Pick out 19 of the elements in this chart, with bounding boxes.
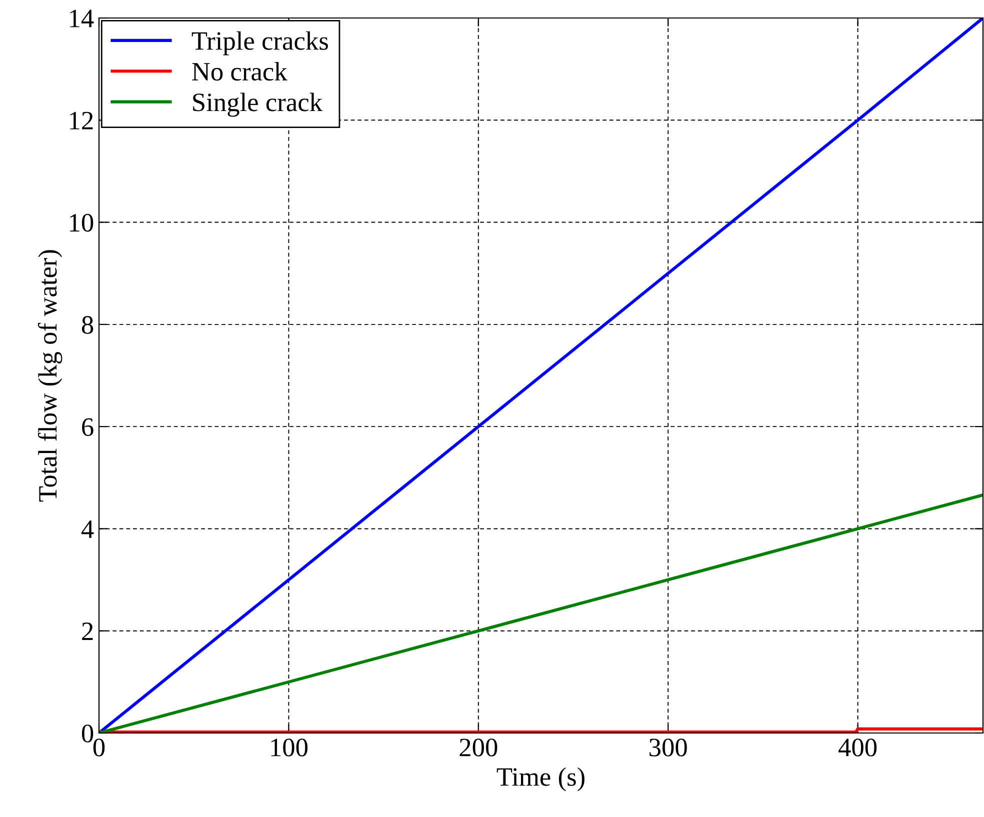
x-tick-label: 0 (93, 738, 105, 756)
legend-label: Single crack (193, 92, 323, 117)
y-tick-label: 2 (82, 622, 93, 640)
x-tick-label: 100 (271, 738, 308, 756)
y-tick-label: 4 (81, 520, 94, 538)
x-tick-label: 200 (460, 738, 498, 756)
y-tick-label: 8 (82, 316, 94, 334)
x-axis-title: Time (s) (496, 767, 584, 792)
y-tick-label: 10 (70, 214, 94, 232)
legend-label: No crack (192, 62, 288, 81)
x-tick-label: 300 (650, 738, 687, 756)
y-tick-label: 0 (82, 724, 94, 742)
y-tick-label: 14 (70, 10, 94, 28)
y-axis-title: Total flow (kg of water) (38, 250, 62, 502)
y-tick-label: 12 (70, 112, 93, 130)
x-tick-label: 400 (838, 738, 877, 756)
y-tick-label: 6 (82, 418, 94, 436)
line-series (99, 18, 983, 733)
legend-label: Triple cracks (192, 31, 328, 56)
